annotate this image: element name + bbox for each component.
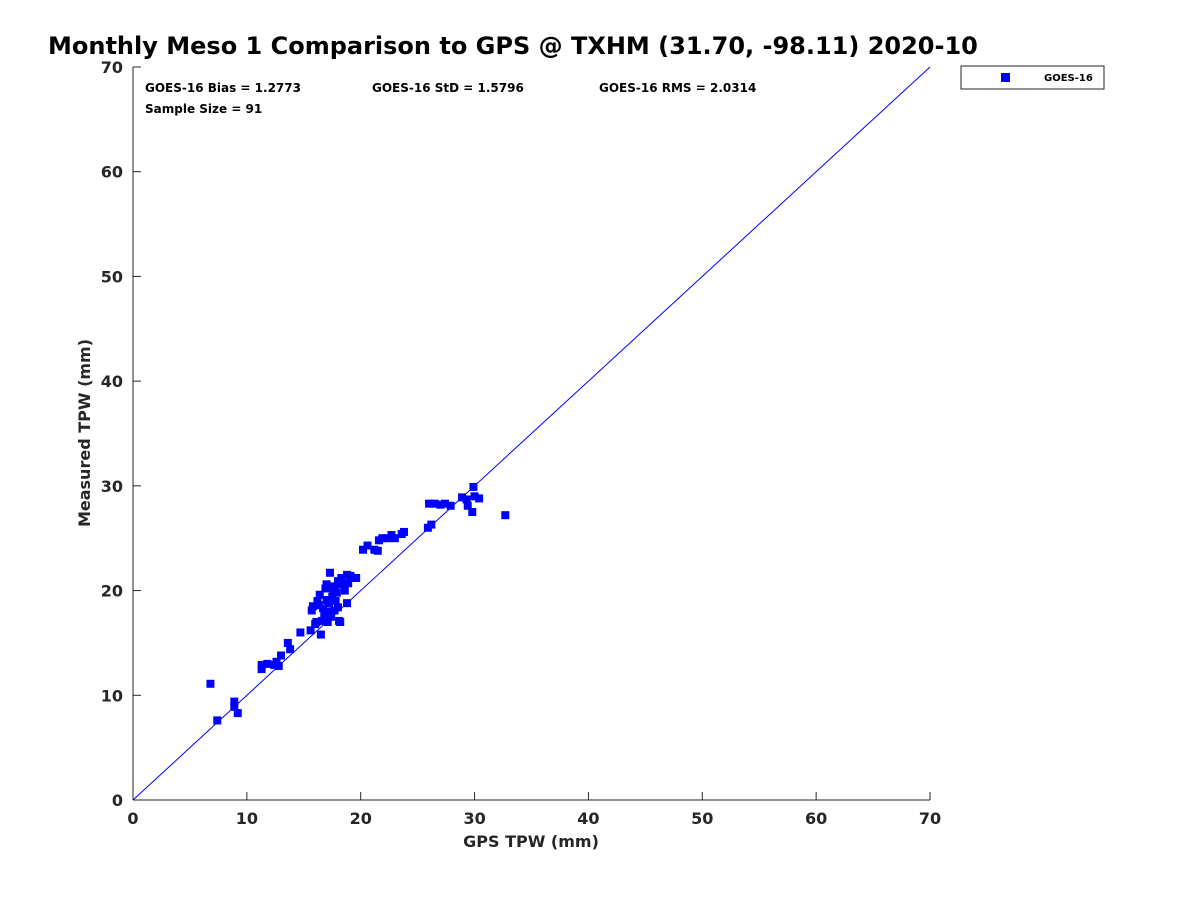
legend-label-goes16: GOES-16 (1044, 73, 1093, 84)
data-point (274, 661, 283, 670)
data-point (475, 494, 484, 503)
data-point (337, 574, 346, 583)
data-point (325, 568, 334, 577)
data-point (382, 534, 391, 543)
data-point (277, 651, 286, 660)
x-tick-label: 50 (691, 809, 713, 828)
data-point (390, 534, 399, 543)
y-tick-label: 50 (101, 267, 123, 286)
data-point (318, 616, 327, 625)
data-point (230, 697, 239, 706)
data-point (352, 574, 361, 583)
y-tick-label: 10 (101, 686, 123, 705)
data-point (462, 495, 471, 504)
data-point (324, 599, 333, 608)
y-tick-label: 20 (101, 582, 123, 601)
data-point (319, 604, 328, 613)
data-point (436, 500, 445, 509)
x-axis-ticks: 0 10 20 30 40 50 60 70 (127, 792, 941, 828)
x-axis-label: GPS TPW (mm) (463, 832, 599, 851)
x-tick-label: 0 (127, 809, 138, 828)
data-point (358, 545, 367, 554)
x-tick-label: 10 (236, 809, 258, 828)
data-point (470, 492, 479, 501)
data-point (323, 617, 332, 626)
stat-sample-size: Sample Size = 91 (145, 102, 262, 116)
data-point (306, 626, 315, 635)
data-point (286, 645, 295, 654)
data-point (343, 599, 352, 608)
data-point (296, 628, 305, 637)
data-point (446, 501, 455, 510)
data-point (308, 602, 317, 611)
data-point (307, 606, 316, 615)
data-point (440, 499, 449, 508)
data-point (425, 499, 434, 508)
data-point (230, 702, 239, 711)
y-axis-ticks: 0 10 20 30 40 50 60 70 (101, 58, 141, 810)
y-tick-label: 70 (101, 58, 123, 77)
legend: GOES-16 (960, 65, 1105, 90)
data-point (233, 709, 242, 718)
x-tick-label: 40 (577, 809, 599, 828)
data-point (458, 493, 467, 502)
data-point (315, 590, 324, 599)
data-point (272, 657, 281, 666)
legend-marker-square (1001, 73, 1010, 82)
data-point (314, 601, 323, 610)
data-point (373, 546, 382, 555)
stat-rms: GOES-16 RMS = 2.0314 (599, 81, 756, 95)
data-point (336, 617, 345, 626)
stat-bias: GOES-16 Bias = 1.2773 (145, 81, 301, 95)
x-tick-label: 30 (463, 809, 485, 828)
data-point (257, 660, 266, 669)
one-to-one-reference-line (132, 66, 931, 801)
data-point (463, 501, 472, 510)
y-axis-label: Measured TPW (mm) (75, 339, 94, 527)
data-point (316, 630, 325, 639)
data-point (206, 679, 215, 688)
stat-std: GOES-16 StD = 1.5796 (372, 81, 524, 95)
y-tick-label: 40 (101, 372, 123, 391)
plot-area (132, 67, 930, 801)
data-point (312, 617, 321, 626)
data-point (399, 527, 408, 536)
data-point (320, 611, 329, 620)
y-tick-label: 60 (101, 163, 123, 182)
data-point (313, 597, 322, 606)
data-point (427, 520, 436, 529)
data-point (263, 659, 272, 668)
data-point (327, 612, 336, 621)
data-points-goes16 (206, 482, 510, 725)
data-point (332, 588, 341, 597)
data-point (257, 665, 266, 674)
data-point (344, 579, 353, 588)
data-point (323, 607, 332, 616)
data-point (330, 582, 339, 591)
data-point (430, 499, 439, 508)
chart-title: Monthly Meso 1 Comparison to GPS @ TXHM … (48, 32, 978, 60)
data-point (328, 592, 337, 601)
legend-box (960, 65, 1105, 90)
data-point (469, 482, 478, 491)
x-tick-label: 70 (919, 809, 941, 828)
data-point (338, 580, 347, 589)
data-point (331, 597, 340, 606)
x-tick-label: 60 (805, 809, 827, 828)
data-point (283, 638, 292, 647)
y-tick-label: 0 (112, 791, 123, 810)
y-tick-label: 30 (101, 477, 123, 496)
data-point (213, 716, 222, 725)
data-point (322, 580, 331, 589)
data-point (468, 508, 477, 517)
data-point (321, 584, 330, 593)
x-tick-label: 20 (350, 809, 372, 828)
data-point (333, 603, 342, 612)
data-point (378, 534, 387, 543)
data-point (340, 586, 349, 595)
data-point (501, 511, 510, 520)
data-point (363, 541, 372, 550)
